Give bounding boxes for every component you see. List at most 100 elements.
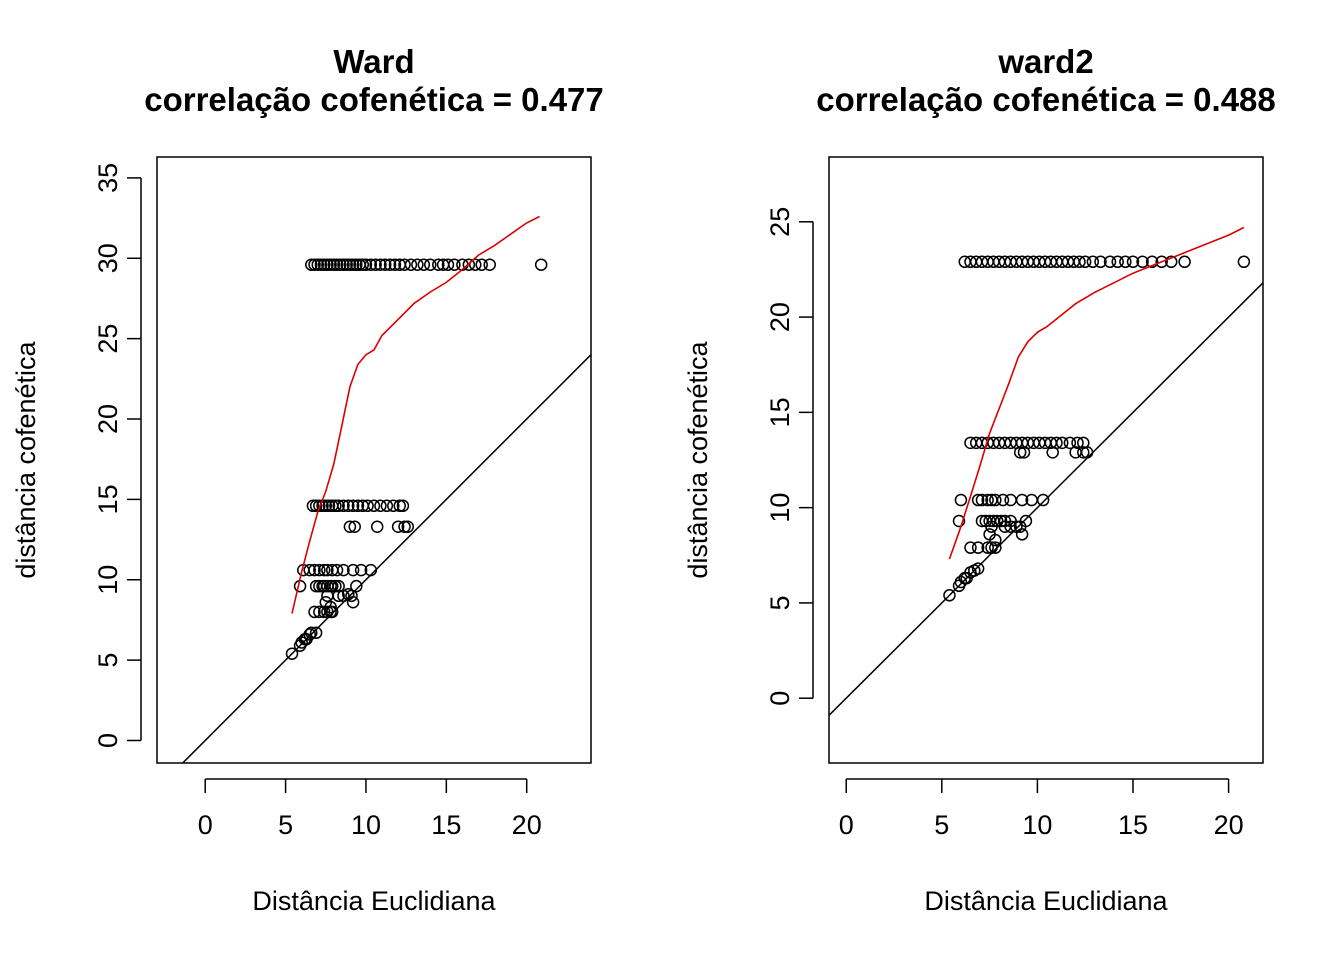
y-tick-label: 20 — [765, 302, 795, 332]
x-tick-label: 20 — [512, 810, 542, 840]
data-point — [1017, 446, 1031, 459]
chart-title: Ward — [333, 43, 414, 80]
data-point — [981, 493, 994, 507]
data-point — [424, 258, 437, 271]
data-point — [350, 258, 363, 271]
data-point — [952, 514, 966, 528]
y-tick-label: 10 — [765, 493, 795, 523]
data-point — [332, 499, 345, 513]
data-point — [1103, 255, 1117, 269]
data-point — [380, 499, 394, 513]
data-point — [309, 499, 323, 513]
data-point — [964, 541, 977, 554]
data-point — [313, 563, 326, 577]
data-point — [305, 258, 318, 271]
x-tick-label: 0 — [198, 810, 213, 840]
data-point — [367, 499, 381, 513]
data-point — [369, 258, 382, 271]
data-point — [359, 258, 373, 271]
smooth-line — [948, 226, 1245, 560]
data-point — [1013, 446, 1027, 459]
data-point — [374, 258, 387, 271]
data-point — [308, 258, 321, 271]
x-tick-label: 10 — [351, 810, 381, 840]
data-point — [313, 499, 326, 513]
x-tick-label: 10 — [1022, 810, 1052, 840]
data-point — [1078, 255, 1092, 269]
data-point — [342, 587, 355, 601]
data-point — [975, 493, 989, 507]
data-point — [321, 258, 334, 271]
data-point — [309, 626, 323, 640]
data-point — [483, 258, 496, 271]
data-point — [396, 499, 410, 513]
chart-subtitle: correlação cofenética = 0.488 — [816, 81, 1276, 118]
plot-area — [829, 226, 1263, 716]
x-tick-label: 20 — [1214, 810, 1244, 840]
data-point — [303, 563, 316, 577]
data-point — [350, 579, 363, 593]
data-point — [325, 579, 339, 593]
data-point — [370, 520, 384, 533]
plot-frame — [828, 156, 1264, 764]
data-point — [989, 493, 1002, 507]
data-point — [364, 563, 378, 577]
data-point — [393, 499, 406, 513]
y-tick-label: 30 — [93, 243, 123, 273]
data-point — [314, 258, 328, 271]
data-point — [321, 563, 334, 577]
data-point — [324, 600, 337, 614]
chart-subtitle: correlação cofenética = 0.477 — [144, 81, 604, 118]
data-point — [401, 520, 415, 533]
data-point — [475, 258, 488, 271]
data-point — [379, 258, 392, 271]
data-point — [305, 626, 318, 640]
data-point — [322, 499, 336, 513]
data-point — [374, 499, 387, 513]
data-point — [311, 258, 324, 271]
data-point — [1046, 446, 1059, 459]
data-point — [356, 258, 369, 271]
data-point — [1164, 255, 1178, 269]
data-point — [462, 258, 476, 271]
data-point — [1136, 255, 1149, 269]
data-point — [337, 499, 350, 513]
data-point — [308, 563, 321, 577]
data-point — [971, 541, 985, 554]
y-tick-label: 5 — [765, 595, 795, 610]
data-point — [943, 589, 956, 602]
data-point — [1086, 255, 1100, 269]
data-point — [417, 258, 431, 271]
data-point — [306, 499, 320, 513]
plot-area — [181, 215, 591, 763]
data-point — [1004, 493, 1017, 507]
data-point — [1178, 255, 1191, 269]
data-point — [348, 520, 361, 533]
data-point — [954, 493, 968, 507]
x-tick-label: 0 — [839, 810, 854, 840]
identity-line — [829, 282, 1263, 716]
x-axis-label: Distância Euclidiana — [252, 886, 496, 916]
x-tick-label: 15 — [431, 810, 461, 840]
data-point — [383, 258, 397, 271]
data-point — [308, 605, 321, 619]
data-point — [285, 647, 299, 660]
data-point — [1237, 255, 1251, 269]
data-point — [1056, 436, 1069, 450]
data-point — [391, 520, 405, 533]
data-point — [340, 258, 353, 271]
y-tick-label: 25 — [765, 207, 795, 237]
data-point — [387, 499, 400, 513]
data-point — [342, 499, 355, 513]
data-point — [996, 493, 1010, 507]
data-point — [388, 258, 402, 271]
data-point — [432, 258, 445, 271]
data-point — [346, 596, 360, 609]
data-point — [448, 258, 461, 271]
y-tick-label: 5 — [93, 653, 123, 668]
data-point — [330, 258, 344, 271]
x-axis-label: Distância Euclidiana — [924, 886, 1168, 916]
data-point — [354, 563, 368, 577]
